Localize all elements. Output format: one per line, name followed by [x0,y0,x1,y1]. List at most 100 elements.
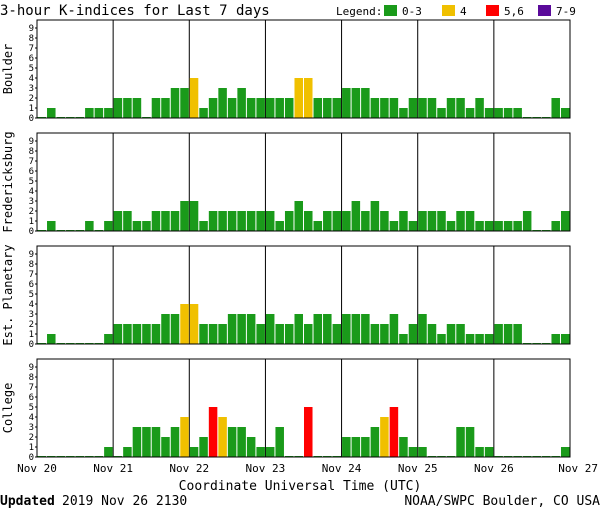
k-index-bar [151,324,161,344]
panel-y-label: College [1,383,15,434]
k-index-bar [123,324,132,344]
y-tick-label: 0 [29,340,34,350]
k-index-bar [256,211,265,231]
y-tick-label: 9 [29,24,34,34]
y-tick-label: 9 [29,363,34,373]
k-index-bar [380,417,389,457]
k-index-bar [475,98,484,118]
k-index-bar [199,221,208,231]
k-index-bar [342,88,351,118]
k-index-bar [551,334,560,344]
k-index-bar [408,447,418,457]
k-index-bar [494,324,503,344]
k-index-bar [351,201,361,231]
k-index-bar [151,98,161,118]
k-index-bar [437,108,446,118]
y-tick-label: 1 [29,104,34,114]
updated-value: 2019 Nov 26 2130 [62,494,187,509]
k-index-bar [180,88,189,118]
k-index-bar [275,221,284,231]
y-tick-label: 6 [29,280,34,290]
k-index-bar [237,211,246,231]
k-index-bar [208,98,218,118]
panel-y-label: Boulder [1,44,15,95]
k-index-bar [132,221,142,231]
k-index-bar [456,211,465,231]
y-tick-label: 0 [29,227,34,237]
k-index-bar [294,78,303,118]
k-index-bar [170,88,180,118]
legend-entry-label: 5,6 [504,5,524,18]
legend-swatch [538,5,551,16]
x-tick-label: Nov 24 [322,462,362,475]
k-index-bar [142,324,151,344]
k-index-bar [503,324,513,344]
k-index-bar [427,211,437,231]
k-index-bar [513,324,522,344]
k-index-bar [170,314,180,344]
k-index-bar [465,108,475,118]
k-index-bar [484,447,494,457]
panel-y-label: Fredericksburg [1,131,15,232]
k-index-bar [399,334,408,344]
k-index-bar [399,437,408,457]
k-index-bar [418,211,427,231]
k-index-bar [256,98,265,118]
k-index-bar [484,221,494,231]
k-index-bar [484,108,494,118]
y-tick-label: 2 [29,320,34,330]
legend-entry-label: 7-9 [556,5,576,18]
y-tick-label: 5 [29,177,34,187]
k-index-bar [256,324,265,344]
k-index-bar [275,427,284,457]
k-index-bar [313,221,323,231]
k-index-bar [389,221,399,231]
k-index-bar [246,98,256,118]
k-index-bar [484,334,494,344]
k-index-bar [218,211,227,231]
y-tick-label: 7 [29,270,34,280]
k-index-bar [142,427,151,457]
k-index-bar [494,108,503,118]
k-index-bar [389,314,399,344]
k-index-bar [446,221,456,231]
k-index-bar [361,314,370,344]
k-index-bar [85,108,94,118]
k-index-bar [418,98,427,118]
y-tick-label: 2 [29,207,34,217]
k-index-bar [104,221,113,231]
k-index-bar [246,437,256,457]
k-index-bar [294,314,303,344]
k-index-bar [246,314,256,344]
legend-entry-label: 0-3 [402,5,422,18]
k-index-bar [189,304,199,344]
k-index-bar [465,211,475,231]
k-index-bar [551,98,560,118]
k-index-bar [123,98,132,118]
y-tick-label: 6 [29,54,34,64]
k-index-bar [161,437,170,457]
k-index-bar [304,407,313,457]
k-index-bar [132,324,142,344]
x-tick-label: Nov 25 [398,462,438,475]
k-index-bar [560,334,570,344]
legend-swatch [486,5,499,16]
x-tick-label: Nov 27 [558,462,598,475]
k-index-bar [418,447,427,457]
k-index-bar [199,108,208,118]
k-index-bar [265,211,275,231]
y-tick-label: 9 [29,137,34,147]
k-index-bar [456,98,465,118]
k-index-bar [189,78,199,118]
k-index-bar [551,221,560,231]
y-tick-label: 4 [29,187,34,197]
k-index-bar [304,78,313,118]
k-index-bar [342,314,351,344]
updated-label: Updated [0,494,55,509]
legend-entry-label: 4 [460,5,467,18]
k-index-bar [142,221,151,231]
y-tick-label: 3 [29,197,34,207]
k-index-bar [104,447,113,457]
